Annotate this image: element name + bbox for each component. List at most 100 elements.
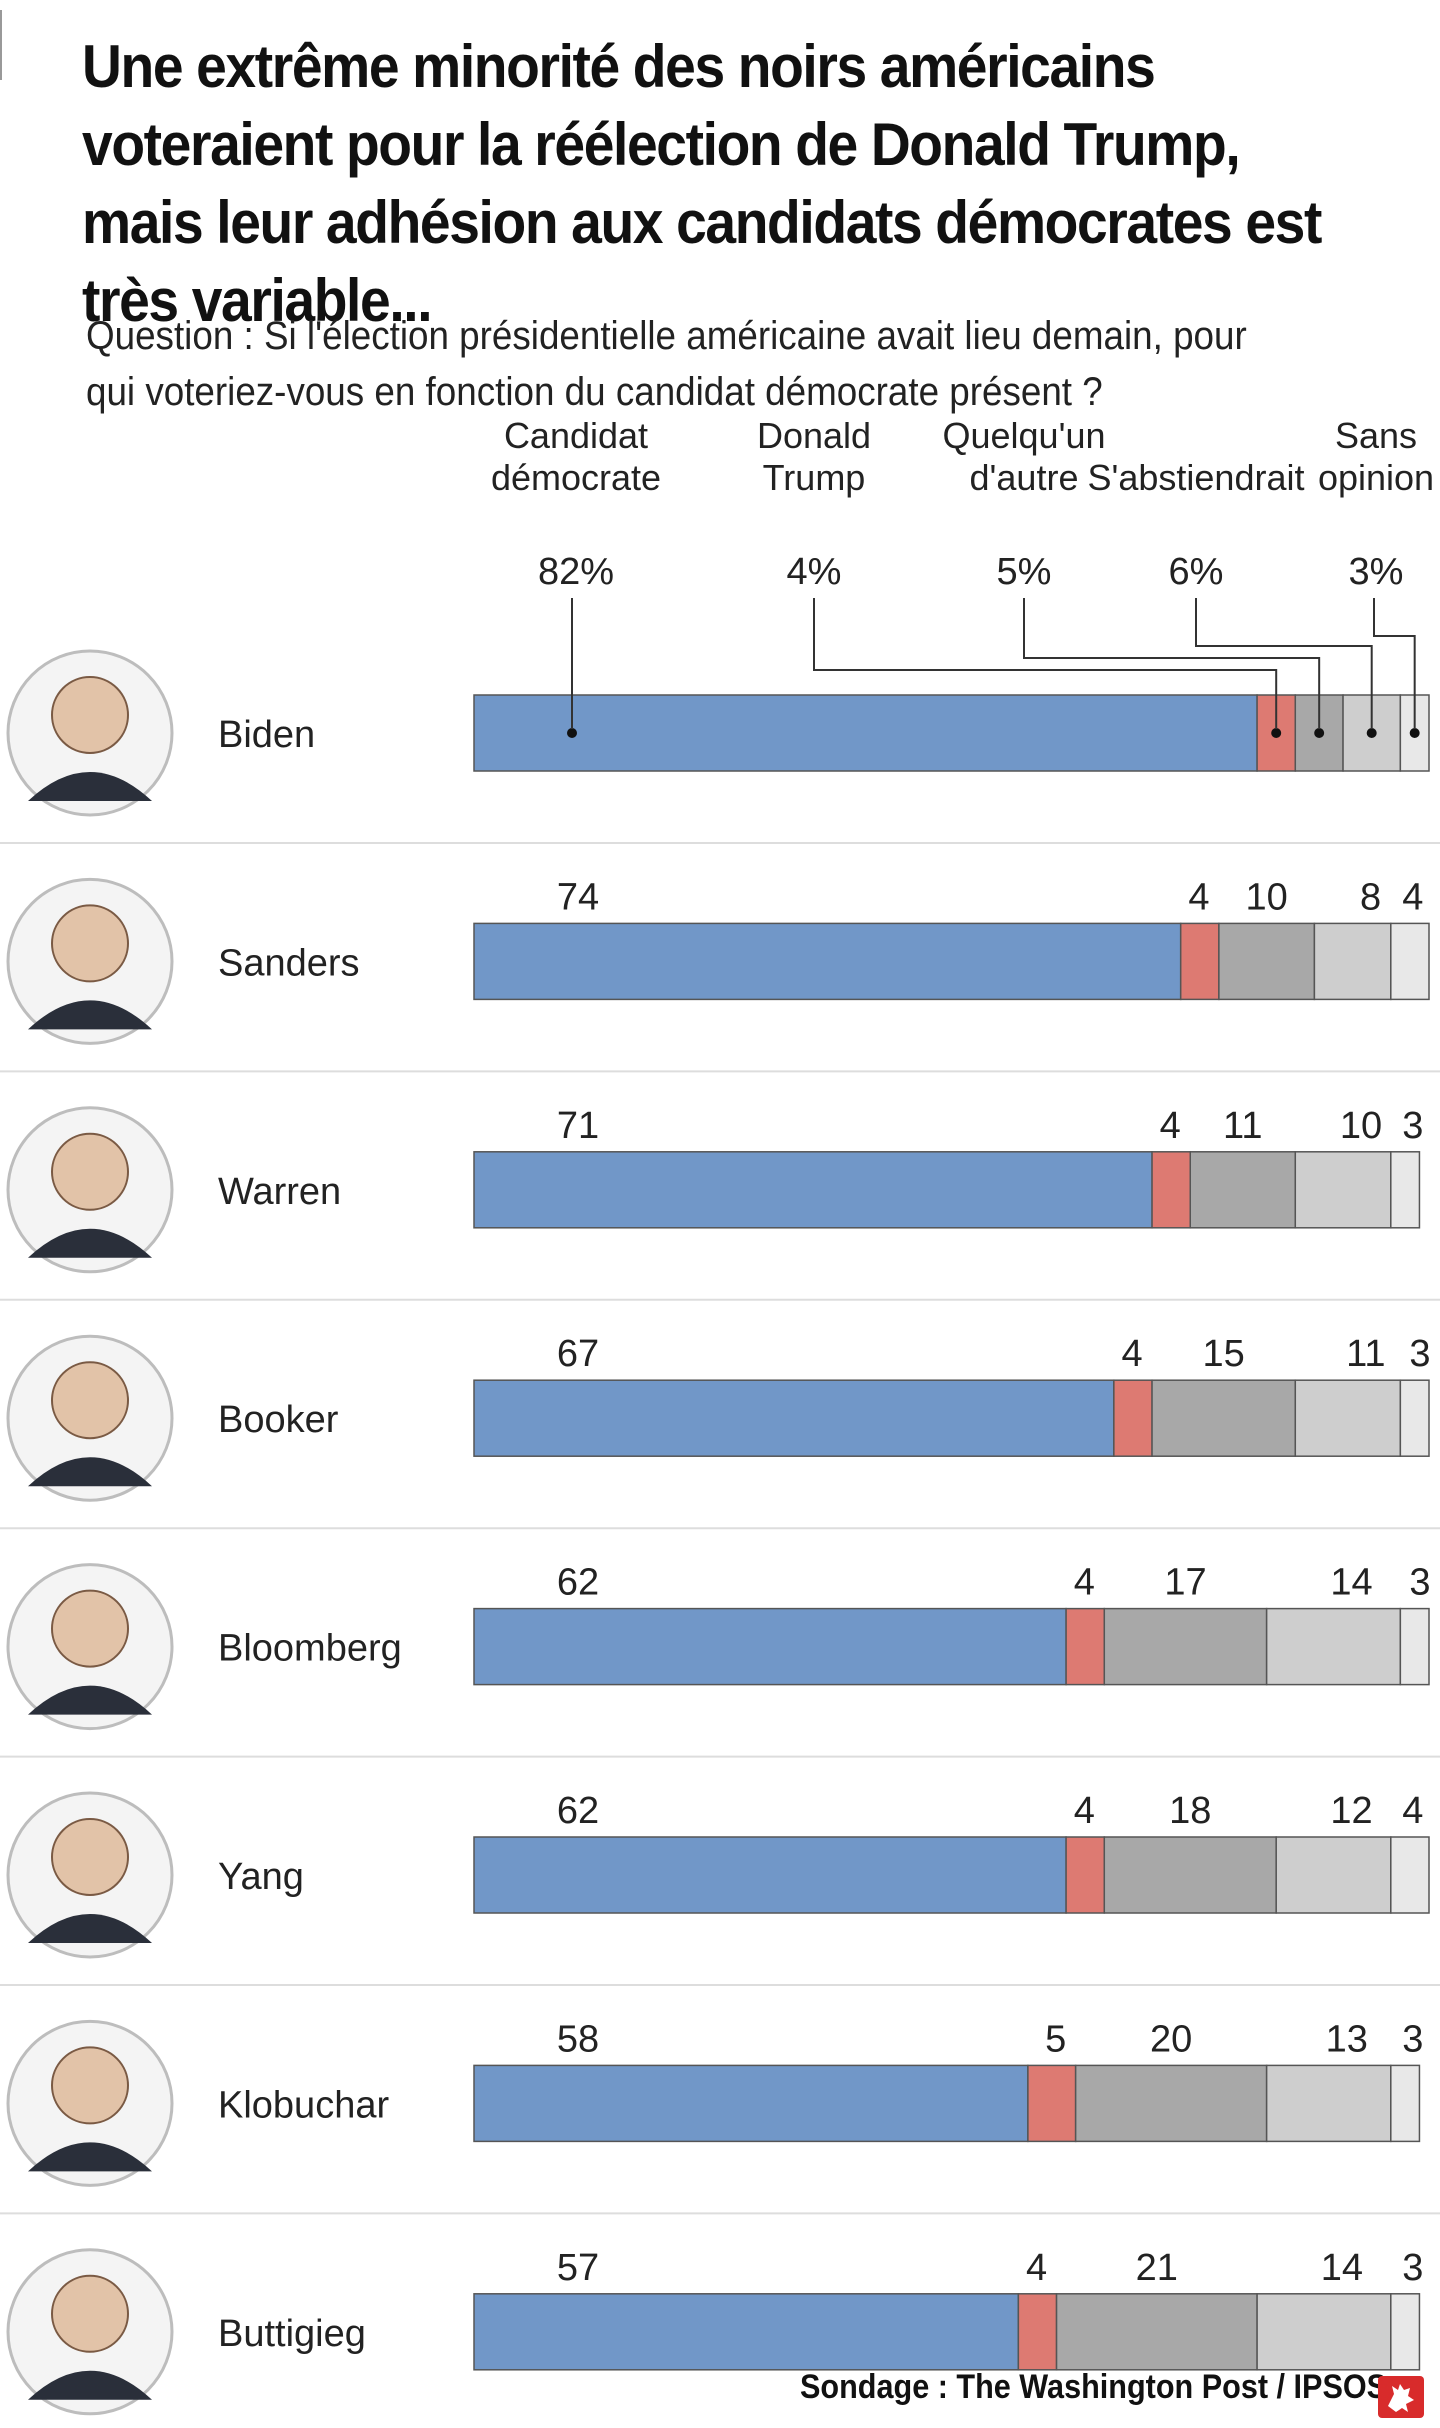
- avatar-body-bloomberg: [28, 1685, 152, 1715]
- leader-line-3: [1023, 598, 1321, 729]
- value-label-booker-3: 15: [1203, 1333, 1245, 1375]
- bar-booker-seg-2: [1113, 1379, 1153, 1457]
- value-label-bloomberg-2: 4: [1074, 1562, 1095, 1604]
- bar-booker-seg-5: [1399, 1379, 1430, 1457]
- value-label-warren-5: 3: [1402, 1105, 1423, 1147]
- leader-line-2: [813, 598, 1278, 729]
- value-label-buttigieg-4: 14: [1321, 2247, 1363, 2289]
- bar-yang-seg-5: [1390, 1836, 1430, 1914]
- bar-bloomberg-seg-3: [1103, 1607, 1268, 1686]
- left-edge-mark: [0, 10, 2, 80]
- value-label-booker-1: 67: [557, 1333, 599, 1375]
- value-label-booker-5: 3: [1409, 1333, 1430, 1375]
- bar-bloomberg-seg-4: [1265, 1607, 1402, 1686]
- value-label-klobuchar-1: 58: [557, 2018, 599, 2060]
- bar-bloomberg-seg-1: [473, 1607, 1067, 1686]
- bar-sanders-seg-1: [473, 922, 1182, 1001]
- avatar-face-bloomberg: [51, 1589, 129, 1668]
- legend-label-2: Donald: [757, 415, 871, 456]
- value-label-bloomberg-1: 62: [557, 1562, 599, 1604]
- row-label-booker: Booker: [218, 1399, 339, 1441]
- bar-klobuchar-seg-3: [1074, 2064, 1268, 2143]
- avatar-body-sanders: [28, 1000, 152, 1030]
- value-label-klobuchar-5: 3: [1402, 2018, 1423, 2060]
- leader-dot-4: [1366, 728, 1377, 738]
- bar-booker-seg-3: [1151, 1379, 1297, 1457]
- legend-label-1: démocrate: [491, 457, 661, 498]
- avatar-body-yang: [28, 1914, 152, 1943]
- row-label-bloomberg: Bloomberg: [218, 1628, 402, 1670]
- row-label-warren: Warren: [218, 1171, 341, 1213]
- row-label-klobuchar: Klobuchar: [218, 2084, 389, 2126]
- bar-warren-seg-4: [1294, 1151, 1392, 1229]
- row-label-sanders: Sanders: [218, 942, 360, 984]
- value-label-sanders-2: 4: [1188, 876, 1209, 918]
- avatar-face-booker: [51, 1361, 129, 1440]
- bar-buttigieg-seg-5: [1390, 2293, 1421, 2371]
- value-label-warren-3: 11: [1223, 1105, 1262, 1147]
- legend-label-3: d'autre: [970, 457, 1079, 498]
- avatar-face-warren: [51, 1132, 129, 1211]
- bar-booker-seg-4: [1294, 1379, 1402, 1457]
- bar-biden-seg-1: [473, 694, 1258, 772]
- bar-bloomberg-seg-5: [1399, 1607, 1430, 1686]
- bar-warren-seg-2: [1151, 1151, 1192, 1229]
- avatar-body-booker: [28, 1457, 152, 1487]
- avatar-face-buttigieg: [51, 2274, 129, 2353]
- bar-booker-seg-1: [473, 1379, 1115, 1457]
- legend-label-2: Trump: [763, 457, 866, 498]
- value-label-buttigieg-5: 3: [1402, 2247, 1423, 2289]
- bar-klobuchar-seg-2: [1027, 2064, 1077, 2143]
- bar-buttigieg-seg-2: [1017, 2293, 1058, 2371]
- legend-value-4: 6%: [1169, 551, 1224, 593]
- bar-sanders-seg-3: [1218, 922, 1316, 1001]
- avatar-body-biden: [28, 772, 152, 801]
- bar-buttigieg-seg-3: [1055, 2293, 1258, 2371]
- avatar-body-warren: [28, 1228, 152, 1258]
- legend-label-1: Candidat: [504, 415, 648, 456]
- chart-title: Une extrême minorité des noirs américain…: [82, 33, 1322, 334]
- value-label-bloomberg-3: 17: [1164, 1562, 1206, 1604]
- bar-klobuchar-seg-1: [473, 2064, 1029, 2143]
- value-label-sanders-1: 74: [557, 876, 599, 918]
- bar-warren-seg-1: [473, 1151, 1153, 1229]
- source-credit: Sondage : The Washington Post / IPSOS: [800, 2368, 1388, 2406]
- value-label-buttigieg-2: 4: [1026, 2247, 1047, 2289]
- chart-subtitle: Question : Si l'élection présidentielle …: [86, 314, 1247, 414]
- value-label-yang-5: 4: [1402, 1790, 1423, 1832]
- value-label-buttigieg-1: 57: [557, 2247, 599, 2289]
- bar-yang-seg-1: [473, 1836, 1067, 1914]
- value-label-booker-4: 11: [1346, 1333, 1385, 1375]
- bar-klobuchar-seg-4: [1265, 2064, 1392, 2143]
- legend-value-2: 4%: [787, 551, 842, 593]
- value-label-yang-1: 62: [557, 1790, 599, 1832]
- value-label-klobuchar-3: 20: [1150, 2018, 1192, 2060]
- row-label-yang: Yang: [218, 1856, 304, 1898]
- avatar-body-klobuchar: [28, 2142, 152, 2172]
- row-label-buttigieg: Buttigieg: [218, 2313, 366, 2355]
- value-label-sanders-3: 10: [1246, 876, 1288, 918]
- legend-value-3: 5%: [997, 551, 1052, 593]
- legend-value-1: 82%: [538, 551, 614, 593]
- bar-sanders-seg-2: [1179, 922, 1220, 1001]
- bar-yang-seg-4: [1275, 1836, 1392, 1914]
- value-label-sanders-4: 8: [1360, 876, 1381, 918]
- value-label-klobuchar-2: 5: [1045, 2018, 1066, 2060]
- value-label-klobuchar-4: 13: [1326, 2018, 1368, 2060]
- legend-label-4: S'abstiendrait: [1087, 457, 1304, 498]
- leader-dot-2: [1271, 728, 1282, 738]
- legend-label-5: Sans: [1335, 415, 1417, 456]
- bar-bloomberg-seg-2: [1065, 1607, 1106, 1686]
- legend-value-5: 3%: [1349, 551, 1404, 593]
- row-label-biden: Biden: [218, 714, 315, 756]
- avatar-face-yang: [51, 1818, 129, 1896]
- bar-klobuchar-seg-5: [1390, 2064, 1421, 2143]
- avatar-face-biden: [51, 676, 129, 754]
- bar-buttigieg-seg-4: [1256, 2293, 1392, 2371]
- value-label-bloomberg-5: 3: [1409, 1562, 1430, 1604]
- bar-buttigieg-seg-1: [473, 2293, 1020, 2371]
- bar-yang-seg-2: [1065, 1836, 1106, 1914]
- value-label-yang-2: 4: [1074, 1790, 1095, 1832]
- leader-line-5: [1373, 598, 1416, 729]
- value-label-buttigieg-3: 21: [1136, 2247, 1178, 2289]
